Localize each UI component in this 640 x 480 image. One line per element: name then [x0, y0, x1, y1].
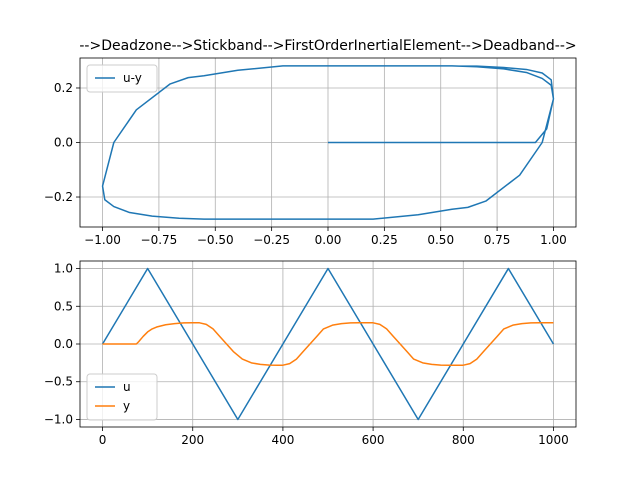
chart-title: -->Deadzone-->Stickband-->FirstOrderIner…: [79, 38, 576, 54]
x-tick-label: −0.25: [253, 233, 290, 247]
x-tick-label: −0.75: [141, 233, 178, 247]
series-line-u: [101, 267, 555, 421]
x-tick-label: 400: [271, 433, 294, 447]
x-tick-label: 200: [181, 433, 204, 447]
x-tick-label: 0.25: [371, 233, 398, 247]
legend-label-u: u: [123, 380, 131, 394]
top-plot: −1.00 −0.75 −0.50 −0.25 0.00 0.25 0.50 0.75 1.00…: [44, 57, 577, 247]
legend-label-u-y: u-y: [123, 71, 142, 85]
x-tick-label: 0.75: [484, 233, 511, 247]
y-tick-label: −1.0: [44, 412, 73, 426]
legend: u-y: [86, 64, 158, 93]
x-tick-label: −0.50: [197, 233, 234, 247]
x-tick-label: 600: [362, 433, 385, 447]
axes-frame: [79, 260, 577, 428]
y-tick-label: 0.5: [54, 299, 73, 313]
x-tick-label: 1000: [538, 433, 569, 447]
y-tick-label: 1.0: [54, 262, 73, 276]
legend-box: [86, 64, 158, 93]
legend: uy: [86, 373, 158, 421]
axes-frame: [79, 57, 577, 228]
y-tick-label: −0.2: [44, 190, 73, 204]
y-tick-label: −0.5: [44, 375, 73, 389]
x-tick-label: −1.00: [84, 233, 121, 247]
bottom-plot: 0 200 400 600 800 1000 −1.0 −0.5 0.0 0.5 1.0 uy: [44, 260, 577, 447]
x-tick-label: 0: [99, 433, 107, 447]
y-tick-label: 0.0: [54, 136, 73, 150]
y-tick-label: 0.2: [54, 81, 73, 95]
x-tick-label: 800: [452, 433, 475, 447]
x-tick-label: 0.00: [315, 233, 342, 247]
legend-label-y: y: [123, 399, 130, 413]
x-tick-label: 0.50: [427, 233, 454, 247]
series-line-y: [102, 322, 554, 366]
series-line-u-y: [101, 65, 555, 220]
y-tick-label: 0.0: [54, 337, 73, 351]
x-tick-label: 1.00: [540, 233, 567, 247]
legend-box: [86, 373, 158, 421]
